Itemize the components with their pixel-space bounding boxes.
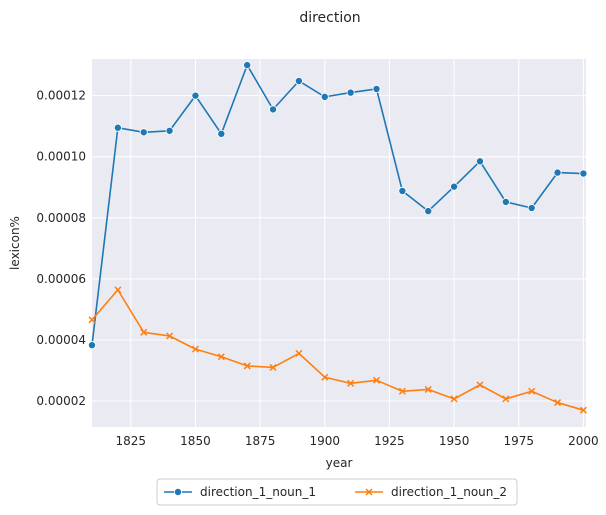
legend-label-series-1: direction_1_noun_1	[200, 485, 316, 499]
data-point-series-1	[579, 169, 588, 178]
data-point-series-1	[475, 157, 484, 166]
data-point-series-2	[476, 381, 484, 389]
series-lines	[91, 64, 584, 411]
y-tick-label: 0.00012	[36, 89, 86, 103]
data-point-series-2	[579, 406, 587, 414]
series-markers	[88, 61, 588, 414]
data-point-series-2	[554, 399, 562, 407]
data-point-series-1	[398, 186, 407, 195]
data-point-series-2	[502, 395, 510, 403]
x-axis-ticks: 1825 1850 1875 1900 1925 1950 1975 2000	[116, 434, 599, 448]
y-axis-ticks: 0.00002 0.00004 0.00006 0.00008 0.00010 0.000…	[36, 89, 86, 408]
series-line-2	[91, 289, 584, 411]
data-point-series-1	[269, 105, 278, 114]
legend-marker-series-1	[173, 487, 182, 496]
y-tick-label: 0.00006	[36, 272, 86, 286]
y-axis-label: lexicon%	[8, 216, 22, 270]
x-tick-label: 1825	[116, 434, 147, 448]
x-tick-label: 1850	[180, 434, 211, 448]
data-point-series-1	[217, 129, 226, 138]
legend-marker-series-2	[365, 488, 373, 496]
data-point-series-2	[295, 349, 303, 357]
data-point-series-1	[320, 92, 329, 101]
data-point-series-2	[88, 316, 96, 324]
data-point-series-1	[88, 341, 97, 350]
data-point-series-1	[346, 88, 355, 97]
data-point-series-1	[527, 204, 536, 213]
legend-label-series-2: direction_1_noun_2	[391, 485, 507, 499]
data-point-series-2	[269, 363, 277, 371]
y-tick-label: 0.00010	[36, 150, 86, 164]
chart-title: direction	[299, 10, 360, 26]
x-tick-label: 1925	[374, 434, 405, 448]
data-point-series-1	[139, 128, 148, 137]
plot-area	[92, 59, 586, 427]
data-point-series-2	[372, 376, 381, 384]
series-line-1	[91, 64, 584, 346]
data-point-series-1	[294, 76, 303, 85]
data-point-series-1	[113, 123, 122, 132]
data-point-series-2	[166, 332, 174, 340]
x-tick-label: 1900	[310, 434, 341, 448]
data-point-series-1	[553, 168, 562, 177]
legend: direction_1_noun_1 direction_1_noun_2	[156, 478, 518, 506]
x-tick-label: 2000	[568, 434, 599, 448]
data-point-series-1	[243, 61, 252, 70]
y-tick-label: 0.00008	[36, 211, 86, 225]
x-tick-label: 1950	[439, 434, 470, 448]
x-tick-label: 1875	[245, 434, 276, 448]
data-point-series-1	[165, 126, 174, 135]
data-point-series-2	[398, 387, 406, 395]
y-tick-label: 0.00002	[36, 394, 86, 408]
data-point-series-1	[372, 84, 381, 93]
data-point-series-1	[501, 197, 510, 206]
data-point-series-2	[321, 373, 329, 381]
data-point-series-2	[217, 353, 225, 361]
data-point-series-1	[450, 182, 459, 191]
data-point-series-2	[424, 385, 432, 393]
data-point-series-1	[424, 207, 433, 216]
y-tick-label: 0.00004	[36, 333, 86, 347]
data-point-series-2	[528, 387, 536, 395]
gridlines	[92, 59, 586, 427]
x-axis-label: year	[326, 456, 353, 470]
x-tick-label: 1975	[503, 434, 534, 448]
legend-box	[156, 478, 518, 506]
data-point-series-2	[450, 395, 458, 403]
data-point-series-2	[140, 328, 148, 336]
data-point-series-2	[191, 345, 199, 353]
data-point-series-2	[243, 362, 251, 370]
data-point-series-2	[347, 379, 355, 387]
data-point-series-2	[114, 286, 122, 294]
data-point-series-1	[191, 91, 200, 100]
